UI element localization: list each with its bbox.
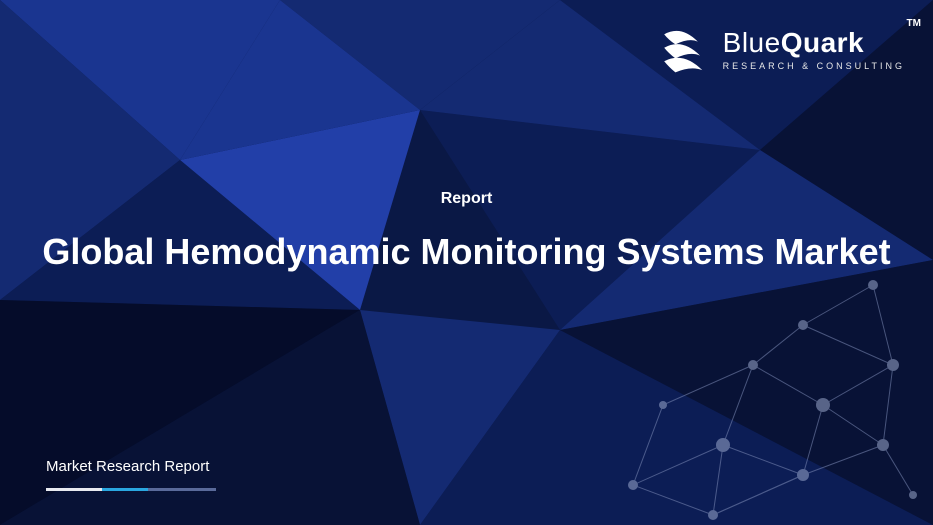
report-label: Report	[0, 190, 933, 208]
brand-name: BlueQuark	[723, 29, 905, 57]
report-title: Global Hemodynamic Monitoring Systems Ma…	[0, 230, 933, 273]
title-block: Report Global Hemodynamic Monitoring Sys…	[0, 190, 933, 273]
footer-label: Market Research Report	[46, 458, 209, 475]
footer-underline	[46, 488, 216, 491]
network-decor	[573, 245, 933, 525]
brand-logo: BlueQuark RESEARCH & CONSULTING	[653, 22, 905, 78]
trademark-symbol: TM	[907, 18, 921, 29]
brand-tagline: RESEARCH & CONSULTING	[723, 61, 905, 71]
brand-logo-icon	[653, 22, 709, 78]
